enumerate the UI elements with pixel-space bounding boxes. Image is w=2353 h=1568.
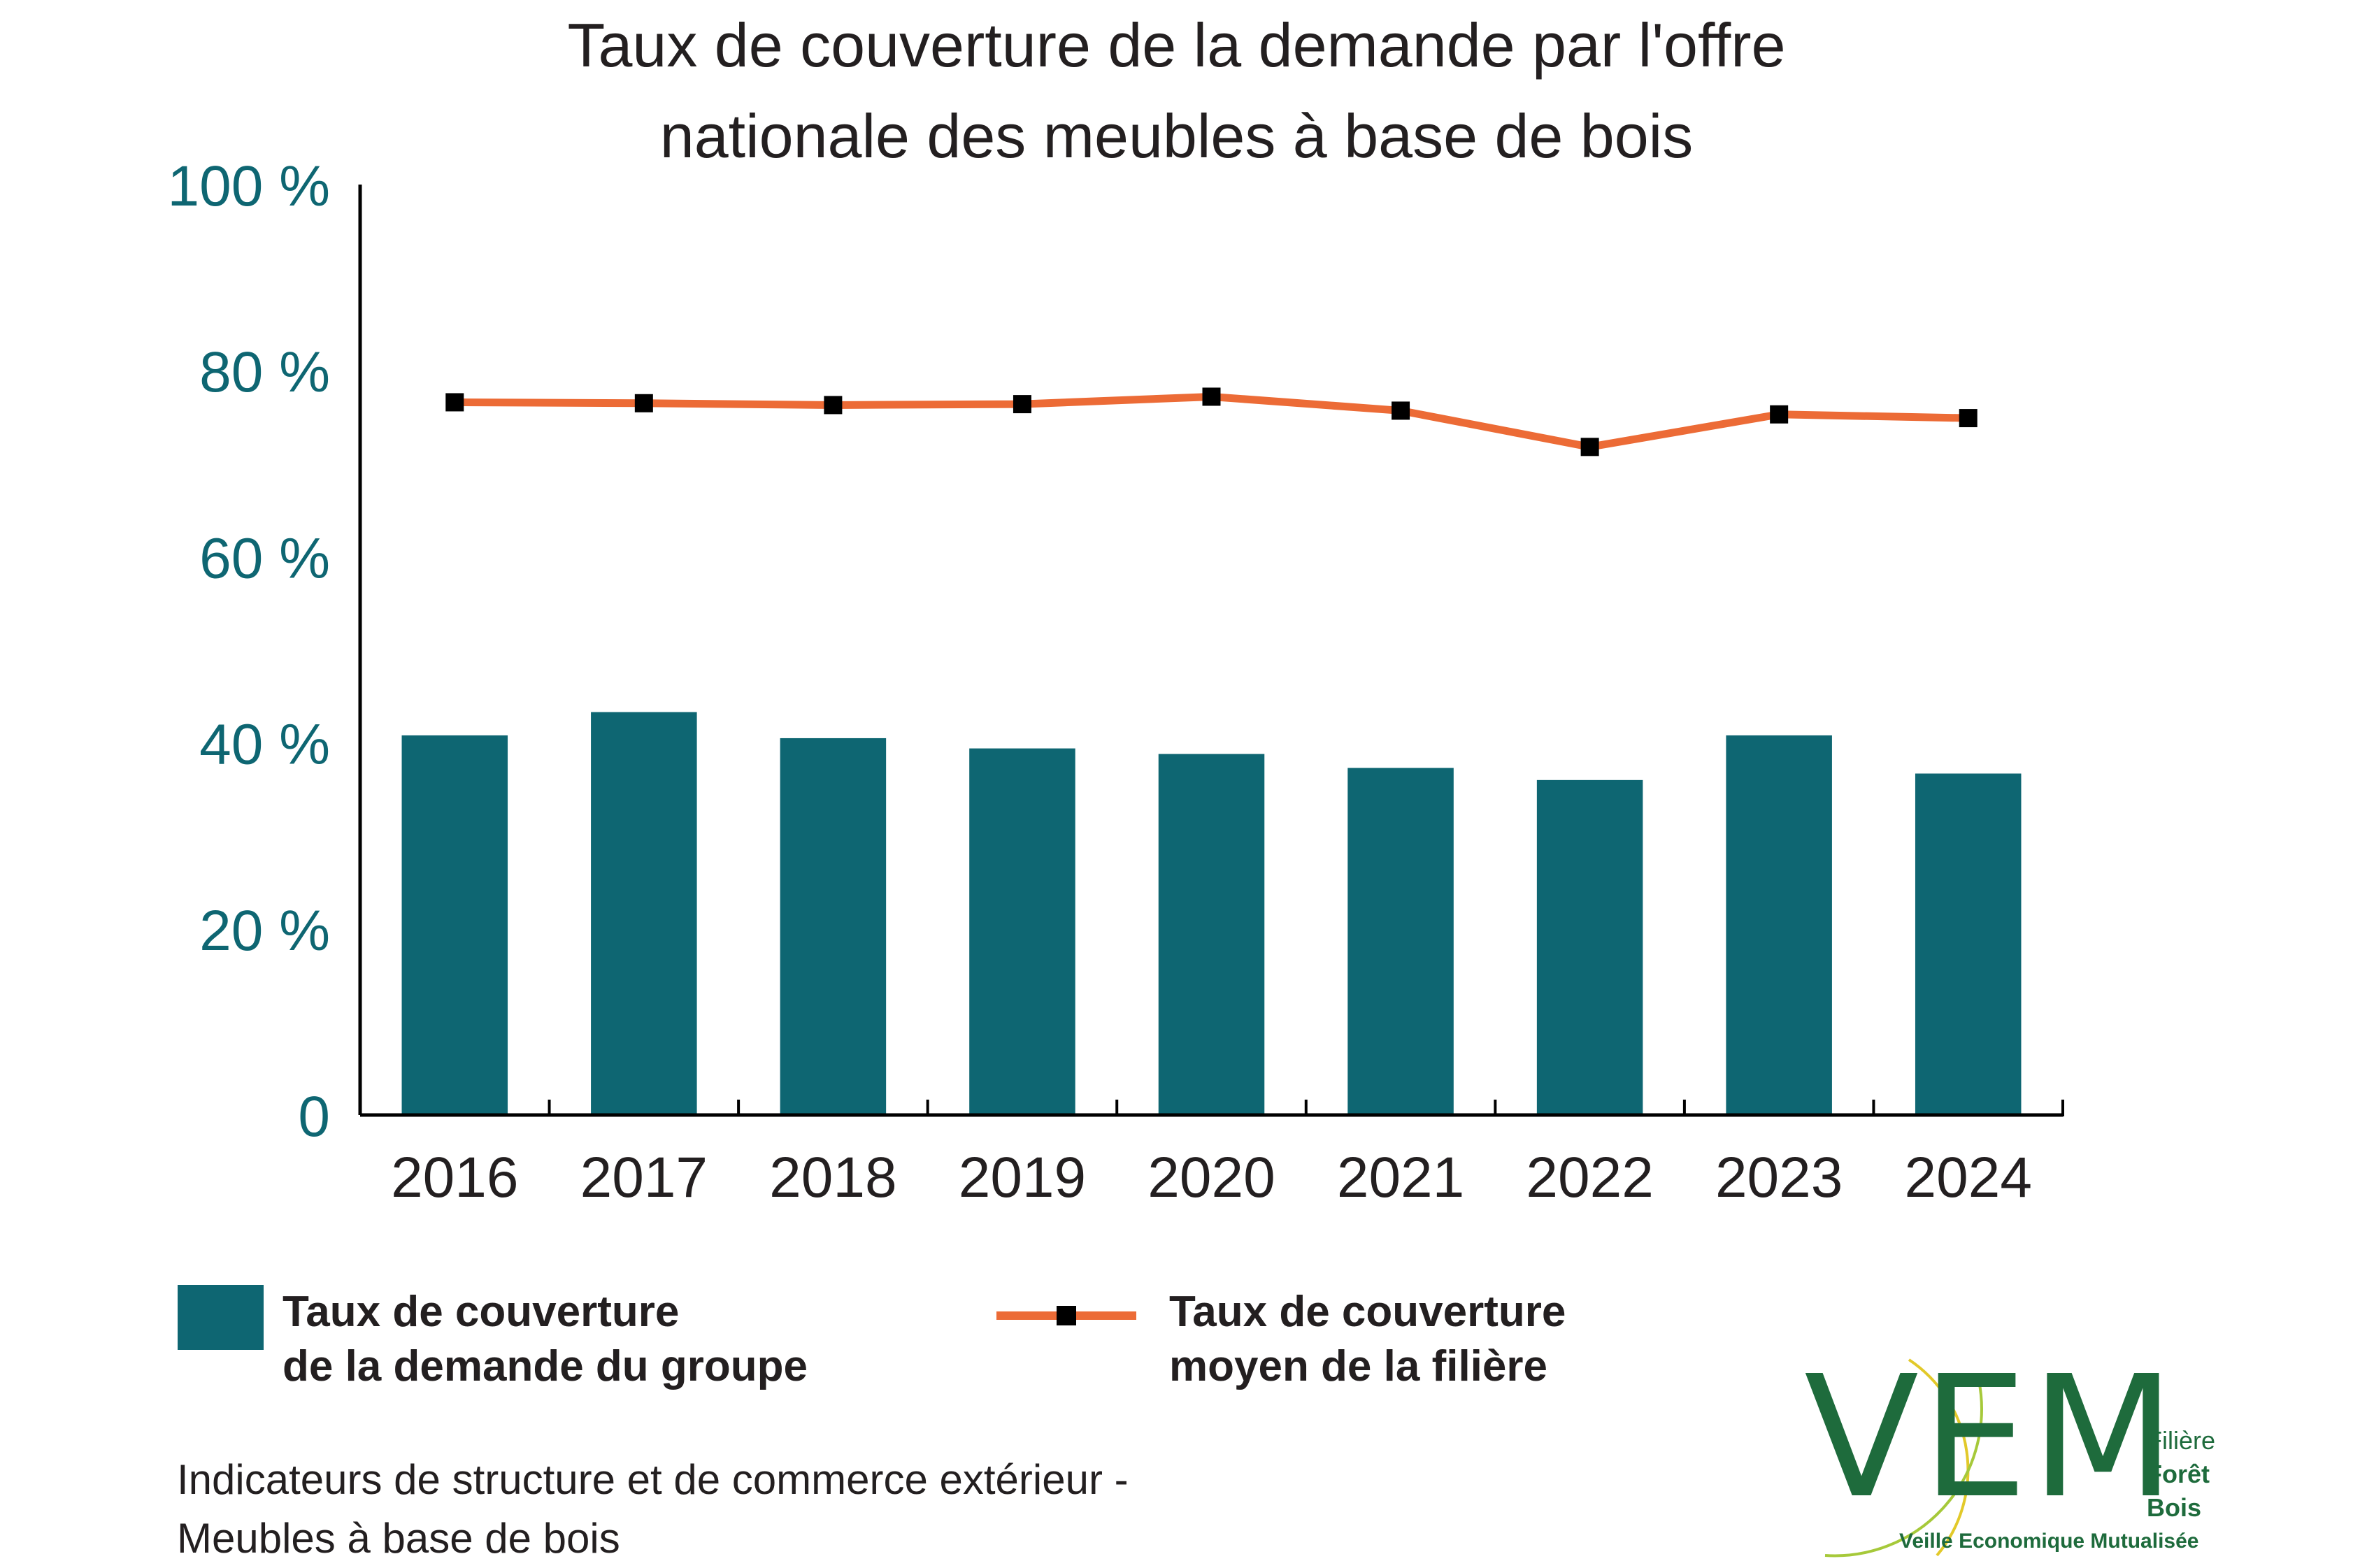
legend-bars-label-line-1: Taux de couverture	[282, 1288, 680, 1336]
y-tick-label: 0	[298, 1085, 330, 1149]
bar-2017	[591, 712, 697, 1115]
bar-2021	[1347, 768, 1454, 1115]
chart-title-line-1: Taux de couverture de la demande par l'o…	[567, 10, 1786, 80]
bar-2019	[969, 748, 1075, 1115]
logo-subtitle: Veille Economique Mutualisée	[1899, 1530, 2199, 1553]
x-tick-label-2016: 2016	[391, 1146, 518, 1209]
legend-line-swatch	[996, 1306, 1136, 1325]
chart-title: Taux de couverture de la demande par l'o…	[0, 0, 2353, 182]
legend-bars-label-line-2: de la demande du groupe	[282, 1342, 808, 1390]
x-tick-label-2024: 2024	[1905, 1146, 2032, 1209]
bar-2020	[1158, 754, 1265, 1115]
bar-2024	[1915, 773, 2022, 1115]
legend-line-label-line-1: Taux de couverture	[1169, 1288, 1566, 1336]
chart-title-line-2: nationale des meubles à base de bois	[659, 101, 1694, 171]
y-tick-label: 40 %	[199, 713, 330, 777]
legend-bar-swatch	[178, 1285, 264, 1350]
logo-side-line-2: Forêt	[2147, 1460, 2210, 1488]
line-point-2020	[1202, 387, 1221, 406]
line-point-2022	[1580, 438, 1599, 456]
line-point-2023	[1770, 405, 1789, 424]
x-tick-label-2017: 2017	[580, 1146, 708, 1209]
logo-arcs	[1824, 1358, 1983, 1558]
vem-logo: VEM Filière Forêt Bois Veille Economique…	[1804, 1346, 2266, 1561]
footer-line-1: Indicateurs de structure et de commerce …	[177, 1456, 1129, 1503]
chart-plot: 0 20 % 40 % 60 % 80 % 100 % 2016 2017 2018 2019 20…	[167, 154, 2064, 1209]
logo-side-line-1: Filière	[2147, 1426, 2216, 1455]
x-tick-label-2018: 2018	[769, 1146, 896, 1209]
logo-side-line-3: Bois	[2147, 1493, 2202, 1522]
legend-line-label-line-2: moyen de la filière	[1169, 1342, 1547, 1390]
legend-item-bars: Taux de couverture de la demande du grou…	[282, 1285, 808, 1394]
x-tick-label-2021: 2021	[1337, 1146, 1464, 1209]
line-point-2021	[1392, 401, 1410, 420]
x-tick-label-2020: 2020	[1147, 1146, 1275, 1209]
x-tick-label-2023: 2023	[1715, 1146, 1843, 1209]
line-point-2019	[1013, 395, 1031, 414]
y-tick-label: 100 %	[167, 154, 330, 218]
line-point-2016	[445, 393, 464, 412]
bar-2022	[1536, 779, 1643, 1115]
x-tick-label-2022: 2022	[1526, 1146, 1653, 1209]
x-tick-label-2019: 2019	[959, 1146, 1086, 1209]
bar-2023	[1726, 735, 1832, 1115]
logo-side-text: Filière Forêt Bois	[2147, 1424, 2215, 1525]
line-point-2017	[634, 394, 653, 412]
y-tick-label: 60 %	[199, 526, 330, 590]
legend-item-line: Taux de couverture moyen de la filière	[1169, 1285, 1566, 1394]
line-point-2018	[824, 396, 843, 415]
logo-letters: VEM	[1804, 1339, 2178, 1535]
y-tick-label: 80 %	[199, 340, 330, 404]
line-point-2024	[1959, 409, 1977, 428]
bar-2016	[401, 735, 508, 1115]
y-tick-label: 20 %	[199, 899, 330, 963]
footer-line-2: Meubles à base de bois	[177, 1515, 620, 1562]
bar-2018	[780, 738, 887, 1115]
footer-caption: Indicateurs de structure et de commerce …	[177, 1451, 1129, 1568]
